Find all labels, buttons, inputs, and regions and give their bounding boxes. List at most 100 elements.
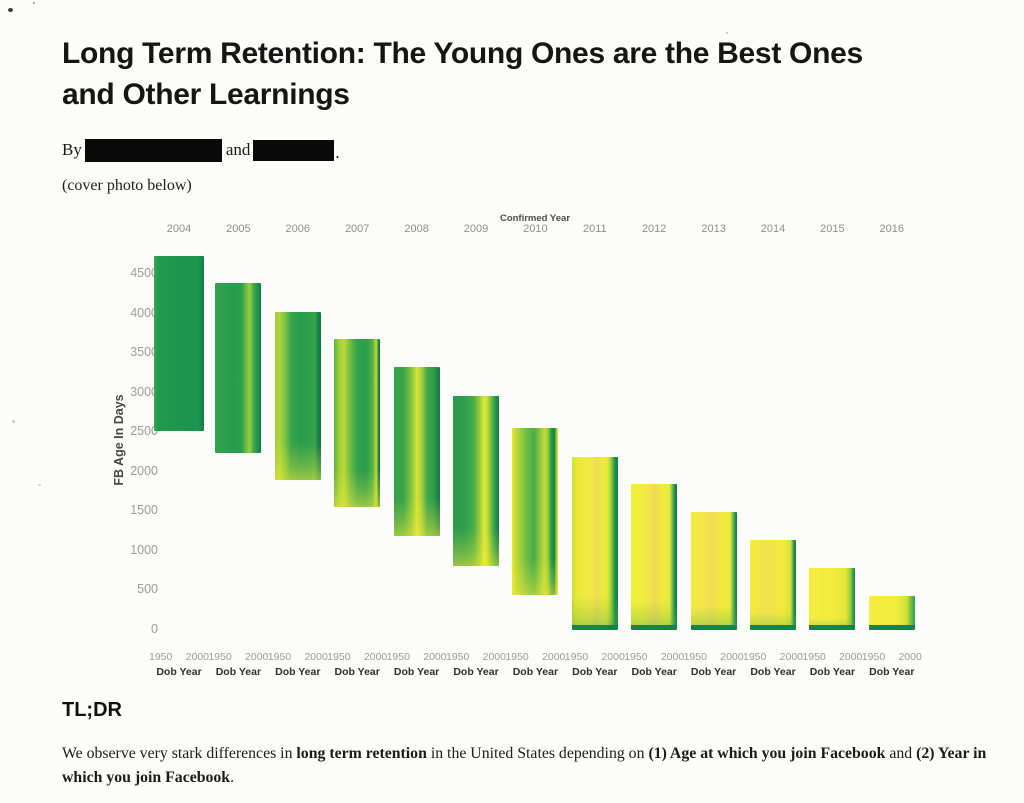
tldr-bold-text: (1) Age at which you join Facebook — [648, 745, 886, 762]
tldr-text: We observe very stark differences in — [62, 745, 297, 762]
dob-axis-label-2004: Dob Year — [156, 666, 202, 678]
tldr-bold-text: (2) Year in which you join Facebook — [62, 745, 987, 786]
dob-ticks-2007: 1950 2000 — [327, 651, 387, 663]
year-label-2011: 2011 — [582, 223, 607, 235]
dob-ticks-2009: 1950 2000 — [446, 651, 506, 663]
y-tick-3500: 3500 — [130, 345, 158, 360]
tldr-heading: TL;DR — [62, 699, 122, 721]
scan-speck — [726, 32, 728, 34]
dob-ticks-2016: 1950 2000 — [862, 651, 922, 663]
dob-axis-label-2015: Dob Year — [809, 666, 856, 678]
dob-ticks-2008: 1950 2000 — [387, 651, 447, 663]
year-label-2008: 2008 — [404, 223, 429, 235]
dob-tick-2000: 2000 — [304, 651, 328, 663]
bar-2009 — [453, 395, 499, 566]
y-tick-500: 500 — [137, 582, 158, 597]
dob-axis-label-2013: Dob Year — [690, 666, 737, 678]
y-tick-3000: 3000 — [130, 384, 158, 399]
tldr-paragraph: We observe very stark differences in lon… — [62, 742, 988, 789]
y-tick-4500: 4500 — [130, 266, 158, 280]
year-label-2016: 2016 — [879, 223, 905, 235]
y-tick-4000: 4000 — [130, 305, 158, 320]
dob-tick-1950: 1950 — [505, 651, 529, 663]
dob-tick-1950: 1950 — [564, 651, 589, 663]
bar-2013 — [690, 512, 737, 630]
y-tick-2500: 2500 — [130, 424, 158, 439]
document-title-line-2: and Other Learnings — [62, 78, 350, 112]
dob-tick-1950: 1950 — [208, 651, 232, 663]
bar-2014 — [750, 539, 796, 630]
dob-tick-2000: 2000 — [660, 651, 685, 663]
dob-axis-label-2011: Dob Year — [572, 666, 618, 678]
dob-tick-2000: 2000 — [185, 651, 209, 663]
dob-axis-label-2009: Dob Year — [453, 666, 499, 678]
dob-tick-1950: 1950 — [624, 651, 648, 663]
year-label-2006: 2006 — [285, 223, 311, 235]
dob-tick-2000: 2000 — [898, 651, 922, 663]
dob-axis-label-2006: Dob Year — [275, 666, 321, 678]
dob-ticks-2012: 1950 2000 — [624, 651, 684, 663]
document-title: Long Term Retention: The Young Ones are … — [62, 33, 972, 116]
dob-ticks-2011: 1950 2000 — [565, 651, 625, 663]
dob-axis-label-2016: Dob Year — [869, 666, 915, 678]
year-label-2004: 2004 — [166, 223, 192, 235]
dob-tick-2000: 2000 — [423, 651, 447, 663]
dob-tick-2000: 2000 — [839, 651, 863, 663]
dob-tick-1950: 1950 — [861, 651, 886, 663]
y-tick-0: 0 — [151, 622, 158, 636]
year-label-2014: 2014 — [760, 223, 786, 235]
year-label-2012: 2012 — [641, 223, 667, 235]
scan-speck — [38, 484, 41, 486]
dob-ticks-2015: 1950 2000 — [802, 651, 862, 663]
cover-photo-note: (cover photo below) — [62, 177, 192, 194]
tldr-text: and — [885, 745, 917, 762]
dob-tick-2000: 2000 — [720, 651, 744, 663]
dob-tick-1950: 1950 — [683, 651, 707, 663]
year-label-2005: 2005 — [226, 223, 251, 235]
byline: By and . — [62, 137, 340, 163]
y-tick-1000: 1000 — [130, 542, 158, 557]
byline-period: . — [335, 143, 340, 162]
dob-tick-2000: 2000 — [482, 651, 506, 663]
dob-axis-label-2007: Dob Year — [334, 666, 380, 678]
dob-ticks-2013: 1950 2000 — [684, 651, 744, 663]
dob-tick-2000: 2000 — [601, 651, 625, 663]
dob-tick-2000: 2000 — [542, 651, 566, 663]
dob-tick-1950: 1950 — [802, 651, 826, 663]
dob-tick-1950: 1950 — [446, 651, 470, 663]
y-tick-2000: 2000 — [130, 463, 158, 478]
scan-speck — [12, 420, 15, 423]
retention-bar-chart: Confirmed Year 2004 2005 2006 2007 2008 2009 2… — [0, 210, 1024, 688]
dob-ticks-2005: 1950 2000 — [208, 651, 268, 663]
dob-tick-1950: 1950 — [327, 651, 351, 663]
bar-2011 — [571, 456, 618, 630]
dob-tick-1950: 1950 — [267, 651, 292, 663]
byline-prefix: By — [62, 140, 82, 159]
bar-2007 — [334, 338, 381, 508]
dob-tick-1950: 1950 — [743, 651, 767, 663]
bar-2005 — [215, 283, 262, 453]
dob-ticks-2014: 1950 2000 — [743, 651, 803, 663]
y-tick-1500: 1500 — [130, 503, 158, 518]
bar-2015 — [809, 568, 856, 630]
dob-ticks-2004: 1950 2000 — [149, 651, 209, 663]
year-label-2013: 2013 — [701, 223, 726, 235]
dob-axis-label-2005: Dob Year — [215, 666, 262, 678]
bar-2006 — [274, 311, 321, 480]
dob-tick-1950: 1950 — [149, 651, 173, 663]
dob-tick-2000: 2000 — [245, 651, 269, 663]
tldr-text: . — [230, 768, 235, 786]
dob-ticks-2010: 1950 2000 — [505, 651, 565, 663]
dob-tick-2000: 2000 — [779, 651, 803, 663]
year-label-2007: 2007 — [344, 223, 370, 235]
bar-2008 — [393, 367, 440, 536]
scan-speck — [8, 8, 13, 12]
tldr-bold-text: long term retention — [296, 745, 427, 762]
redaction-box-author-2 — [253, 139, 335, 161]
redaction-box-author-1 — [84, 138, 222, 162]
byline-connector: and — [225, 140, 251, 159]
dob-tick-1950: 1950 — [386, 651, 410, 663]
dob-axis-label-2012: Dob Year — [631, 666, 677, 678]
dob-axis-label-2010: Dob Year — [512, 666, 559, 678]
